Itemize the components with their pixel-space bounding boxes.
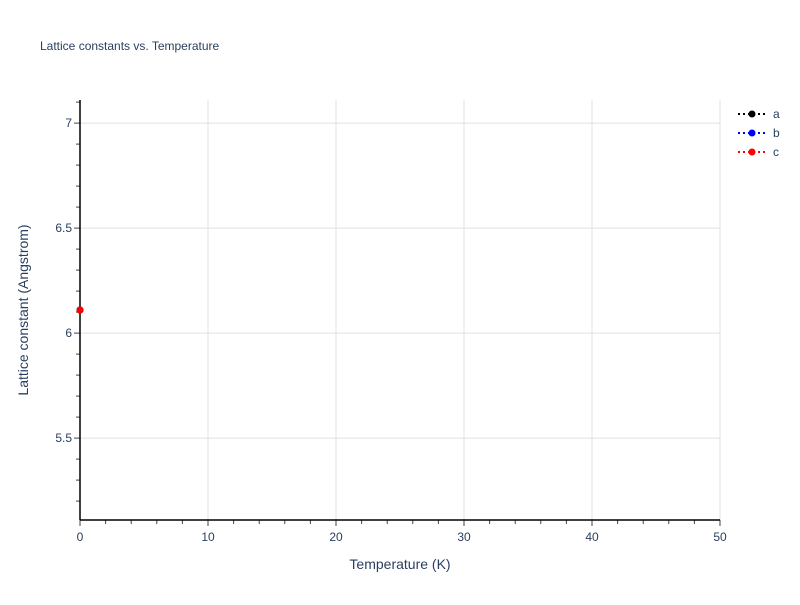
y-axis-label: Lattice constant (Angstrom) [15,224,31,395]
legend-label-b: b [773,126,780,140]
legend: abc [738,107,780,159]
legend-label-c: c [773,145,779,159]
y-tick-label: 7 [65,116,72,130]
y-tick-label: 6 [65,326,72,340]
x-tick-label: 30 [457,530,471,544]
x-tick-label: 50 [713,530,727,544]
legend-marker-c [748,148,756,156]
y-tick-label: 6.5 [55,221,72,235]
data-marks [76,306,84,314]
x-tick-label: 10 [201,530,215,544]
x-axis-label: Temperature (K) [349,556,450,572]
legend-label-a: a [773,107,780,121]
grid [80,100,721,520]
x-tick-label: 40 [585,530,599,544]
legend-marker-b [748,129,756,137]
x-tick-label: 20 [329,530,343,544]
legend-marker-a [748,110,756,118]
x-tick-label: 0 [77,530,84,544]
y-tick-label: 5.5 [55,431,72,445]
data-point-c [76,306,84,314]
axes: 0 10 20 30 40 50 5.5 6 6.5 7 [55,100,727,544]
chart-title: Lattice constants vs. Temperature [40,39,220,53]
